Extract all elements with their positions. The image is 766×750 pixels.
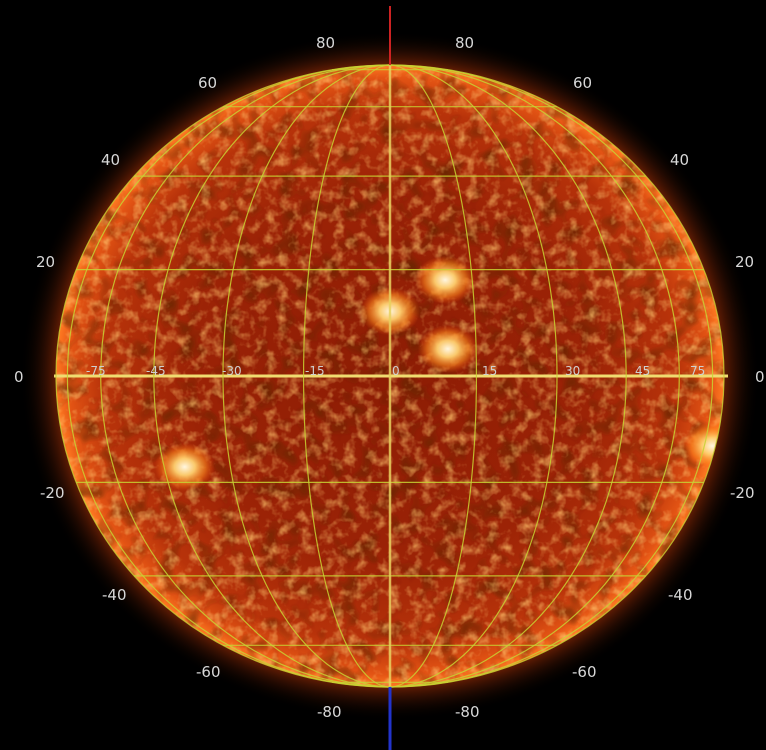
region-north-east-low [417,324,478,373]
lat-label-right-0: 0 [755,368,765,386]
grid-labels: 80 60 40 20 0 -20 -40 -60 -80 80 60 40 2… [14,34,765,721]
active-regions [154,255,724,491]
lat-label-left-minus60: -60 [196,663,221,681]
longitude-line [389,64,714,688]
longitude-line [303,64,391,688]
longitude-line [389,64,680,688]
region-east-limb [682,422,724,470]
region-north-east [415,255,476,304]
lon-label-15: 15 [482,364,497,378]
lon-label-0: 0 [392,364,400,378]
lon-label-45: 45 [635,364,650,378]
lat-label-right-minus40: -40 [668,586,693,604]
lat-label-right-minus20: -20 [730,484,755,502]
longitude-line [153,64,391,688]
lon-label-75: 75 [690,364,705,378]
lat-label-left-minus20: -20 [40,484,65,502]
lat-label-right-60: 60 [573,74,592,92]
lat-label-left-60: 60 [198,74,217,92]
heliographic-grid [54,64,728,688]
lat-label-right-20: 20 [735,253,754,271]
longitude-line [389,64,558,688]
lat-label-right-40: 40 [670,151,689,169]
lat-label-left-40: 40 [101,151,120,169]
lon-label-minus75: -75 [86,364,106,378]
lat-label-right-80: 80 [455,34,474,52]
longitude-line [100,64,391,688]
longitude-line [222,64,391,688]
longitude-line [389,64,627,688]
lat-label-right-minus80: -80 [455,703,480,721]
longitude-line [66,64,391,688]
lon-label-minus15: -15 [305,364,325,378]
lat-label-left-minus40: -40 [102,586,127,604]
lon-label-minus30: -30 [222,364,242,378]
lat-label-left-minus80: -80 [317,703,342,721]
lon-label-30: 30 [565,364,580,378]
lon-label-minus45: -45 [146,364,166,378]
longitude-line [389,64,477,688]
lat-label-left-80: 80 [316,34,335,52]
lat-label-right-minus60: -60 [572,663,597,681]
lat-label-left-20: 20 [36,253,55,271]
lat-label-left-0: 0 [14,368,24,386]
region-south-west [154,442,215,491]
